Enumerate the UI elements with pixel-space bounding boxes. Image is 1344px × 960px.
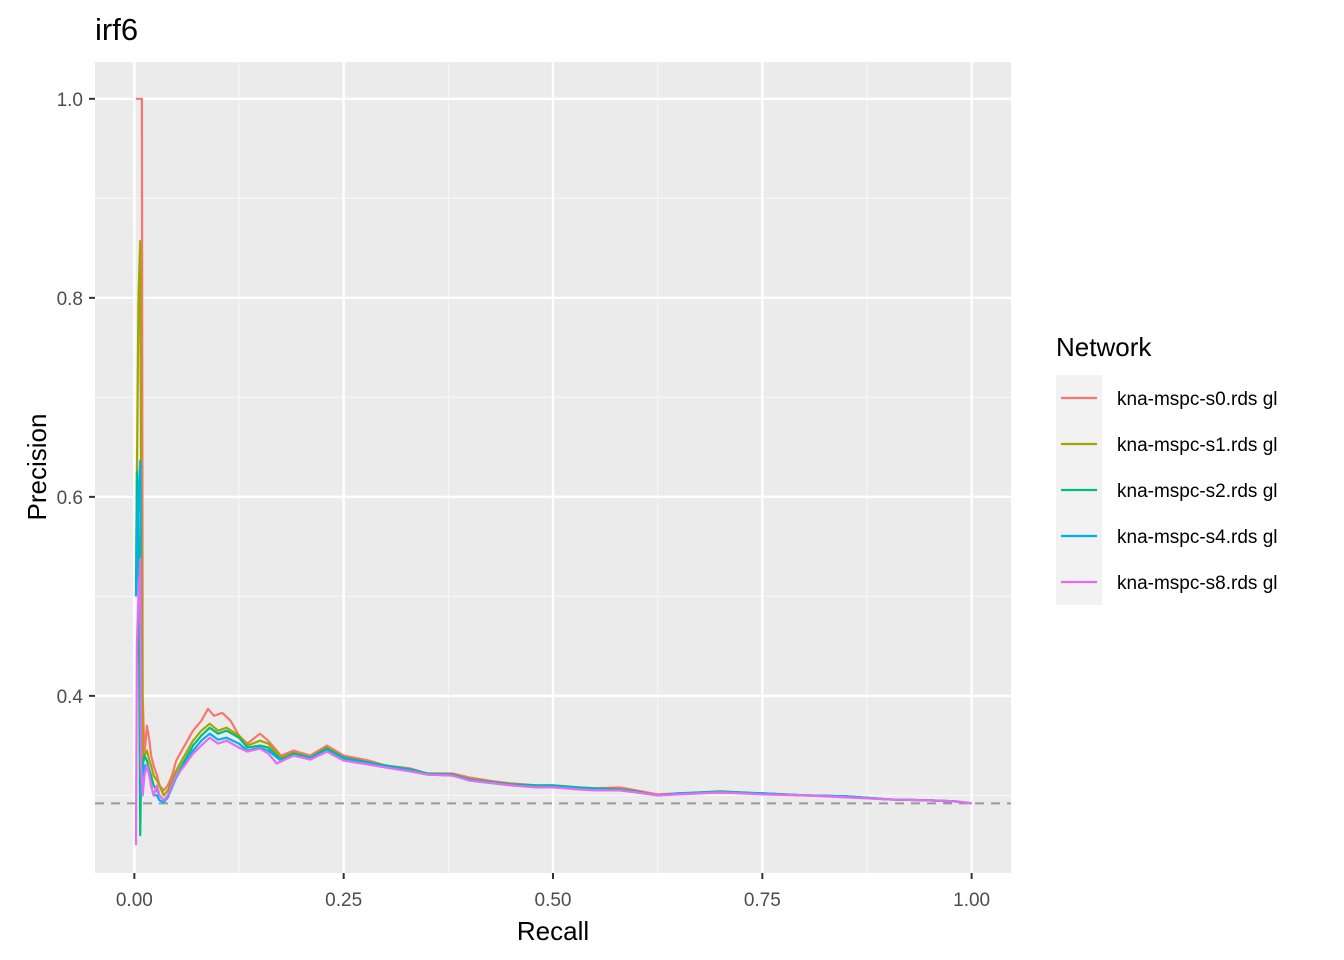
x-tick-label: 1.00 <box>953 890 990 911</box>
chart-title: irf6 <box>95 12 138 47</box>
x-axis-title: Recall <box>517 916 589 946</box>
legend-label: kna-mspc-s8.rds gl <box>1117 573 1278 594</box>
x-axis: 0.00 0.25 0.50 0.75 1.00 <box>116 873 990 911</box>
x-tick-label: 0.75 <box>744 890 781 911</box>
y-tick-label: 0.8 <box>57 289 83 310</box>
series-line-4 <box>134 557 972 846</box>
y-tick-label: 0.6 <box>57 488 83 509</box>
x-tick-label: 0.25 <box>325 890 362 911</box>
legend-label: kna-mspc-s1.rds gl <box>1117 435 1278 456</box>
y-tick-label: 1.0 <box>57 90 83 111</box>
x-tick-label: 0.00 <box>116 890 153 911</box>
y-axis-title: Precision <box>22 414 52 521</box>
major-gridlines <box>95 62 1011 873</box>
x-tick-label: 0.50 <box>535 890 572 911</box>
legend-title: Network <box>1056 332 1152 362</box>
legend-label: kna-mspc-s2.rds gl <box>1117 481 1278 502</box>
legend-label: kna-mspc-s4.rds gl <box>1117 527 1278 548</box>
series-layer <box>134 97 972 846</box>
legend-label: kna-mspc-s0.rds gl <box>1117 389 1278 410</box>
legend: Network kna-mspc-s0.rds gl kna-mspc-s1.rd… <box>1056 332 1278 605</box>
y-axis: 0.4 0.6 0.8 1.0 <box>57 90 95 708</box>
legend-items: kna-mspc-s0.rds gl kna-mspc-s1.rds gl kna-… <box>1061 389 1278 594</box>
y-tick-label: 0.4 <box>57 687 84 708</box>
